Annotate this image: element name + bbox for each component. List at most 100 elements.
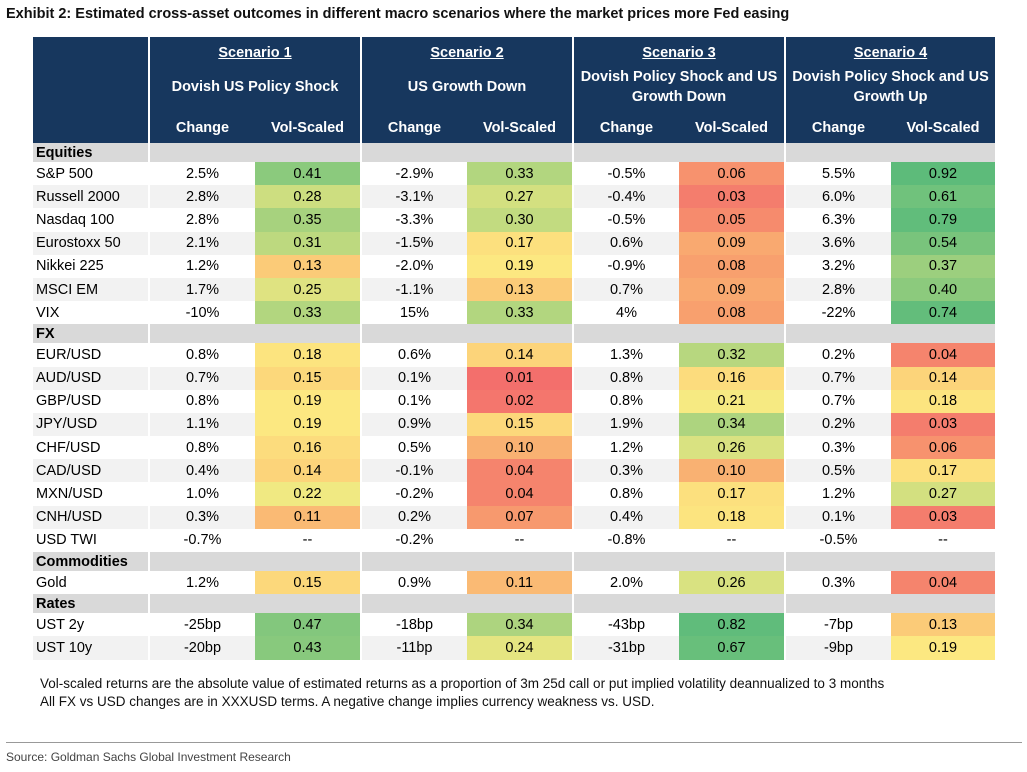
- vol-scaled-cell: 0.13: [255, 254, 361, 278]
- section-band-cell: [572, 143, 679, 162]
- change-cell: 0.7%: [784, 389, 891, 413]
- vol-scaled-cell: 0.02: [467, 389, 573, 413]
- change-cell: -3.1%: [360, 185, 467, 209]
- change-cell: 0.5%: [360, 436, 467, 460]
- change-cell: 0.5%: [784, 459, 891, 483]
- change-cell: -22%: [784, 301, 891, 325]
- section-label: Commodities: [33, 552, 149, 571]
- change-cell: 1.9%: [572, 412, 679, 437]
- vol-scaled-header: Vol-Scaled: [891, 113, 995, 143]
- section-band-cell: [467, 552, 573, 571]
- section-label: Rates: [33, 594, 149, 614]
- change-cell: 1.1%: [148, 412, 255, 437]
- section-band-cell: [891, 324, 995, 344]
- table-row: CAD/USD 0.4% 0.14 -0.1% 0.04 0.3% 0.10 0.5% 0.17: [33, 459, 995, 483]
- section-band-cell: [572, 594, 679, 614]
- vol-scaled-cell: 0.17: [467, 231, 573, 255]
- change-cell: 0.1%: [360, 366, 467, 390]
- section-band-cell: [148, 143, 255, 162]
- change-cell: -31bp: [572, 636, 679, 660]
- change-cell: 0.7%: [148, 366, 255, 390]
- vol-scaled-cell: 0.19: [467, 254, 573, 278]
- change-cell: 4%: [572, 301, 679, 325]
- vol-scaled-cell: --: [891, 528, 995, 552]
- table-row: Russell 2000 2.8% 0.28 -3.1% 0.27 -0.4% 0.03 6.…: [33, 185, 995, 209]
- row-label: Eurostoxx 50: [33, 231, 149, 255]
- vol-scaled-cell: 0.04: [891, 343, 995, 367]
- table-row: Gold 1.2% 0.15 0.9% 0.11 2.0% 0.26 0.3% 0.04: [33, 571, 995, 595]
- section-band-cell: [467, 594, 573, 614]
- change-cell: -43bp: [572, 613, 679, 637]
- change-cell: 1.2%: [148, 571, 255, 595]
- vol-scaled-cell: 0.01: [467, 366, 573, 390]
- vol-scaled-cell: 0.34: [679, 412, 785, 437]
- change-cell: -0.5%: [784, 528, 891, 552]
- change-cell: 2.8%: [148, 208, 255, 232]
- table-row: Nikkei 225 1.2% 0.13 -2.0% 0.19 -0.9% 0.08 3.2%…: [33, 254, 995, 278]
- vol-scaled-cell: 0.15: [255, 366, 361, 390]
- vol-scaled-cell: 0.03: [679, 185, 785, 209]
- table-row: VIX -10% 0.33 15% 0.33 4% 0.08 -22% 0.74: [33, 301, 995, 325]
- vol-scaled-cell: 0.61: [891, 185, 995, 209]
- vol-scaled-cell: 0.04: [467, 459, 573, 483]
- change-cell: 0.1%: [784, 505, 891, 529]
- change-cell: -20bp: [148, 636, 255, 660]
- footnote-vol-scaled: Vol-scaled returns are the absolute valu…: [40, 676, 885, 691]
- vol-scaled-cell: 0.11: [467, 571, 573, 595]
- vol-scaled-cell: --: [679, 528, 785, 552]
- table-row: GBP/USD 0.8% 0.19 0.1% 0.02 0.8% 0.21 0.7% 0.18: [33, 389, 995, 413]
- vol-scaled-cell: 0.82: [679, 613, 785, 637]
- change-cell: -0.4%: [572, 185, 679, 209]
- vol-scaled-cell: 0.09: [679, 231, 785, 255]
- vol-scaled-cell: 0.24: [467, 636, 573, 660]
- vol-scaled-cell: 0.08: [679, 301, 785, 325]
- section-band-cell: [891, 143, 995, 162]
- vol-scaled-cell: 0.14: [467, 343, 573, 367]
- section-band-cell: [360, 552, 467, 571]
- section-header: Commodities: [33, 552, 995, 571]
- change-cell: 0.3%: [572, 459, 679, 483]
- section-band-cell: [784, 552, 891, 571]
- change-cell: 0.8%: [148, 343, 255, 367]
- change-cell: 0.9%: [360, 412, 467, 437]
- vol-scaled-cell: 0.04: [467, 482, 573, 506]
- change-cell: 6.3%: [784, 208, 891, 232]
- vol-scaled-cell: 0.16: [679, 366, 785, 390]
- change-cell: -10%: [148, 301, 255, 325]
- change-cell: 0.7%: [572, 277, 679, 302]
- change-cell: 0.8%: [572, 366, 679, 390]
- change-cell: 2.5%: [148, 162, 255, 186]
- change-cell: 6.0%: [784, 185, 891, 209]
- table-row: AUD/USD 0.7% 0.15 0.1% 0.01 0.8% 0.16 0.7% 0.14: [33, 366, 995, 390]
- vol-scaled-cell: 0.18: [679, 505, 785, 529]
- scenario-2-name: US Growth Down: [360, 61, 573, 113]
- change-cell: 1.0%: [148, 482, 255, 506]
- table-row: CNH/USD 0.3% 0.11 0.2% 0.07 0.4% 0.18 0.1% 0.03: [33, 505, 995, 529]
- scenario-1-name: Dovish US Policy Shock: [148, 61, 361, 113]
- vol-scaled-cell: 0.04: [891, 571, 995, 595]
- vol-scaled-cell: 0.27: [467, 185, 573, 209]
- vol-scaled-cell: --: [255, 528, 361, 552]
- section-header: FX: [33, 324, 995, 344]
- section-band-cell: [784, 324, 891, 344]
- vol-scaled-cell: 0.19: [255, 389, 361, 413]
- vol-scaled-cell: 0.17: [679, 482, 785, 506]
- change-cell: -11bp: [360, 636, 467, 660]
- footnote-fx: All FX vs USD changes are in XXXUSD term…: [40, 694, 655, 709]
- row-label: CNH/USD: [33, 505, 149, 529]
- scenario-2-label: Scenario 2: [360, 37, 573, 61]
- section-band-cell: [679, 552, 785, 571]
- section-band-cell: [679, 324, 785, 344]
- vol-scaled-cell: 0.10: [679, 459, 785, 483]
- source-note: Source: Goldman Sachs Global Investment …: [6, 750, 291, 764]
- vol-scaled-cell: 0.28: [255, 185, 361, 209]
- vol-scaled-header: Vol-Scaled: [255, 113, 361, 143]
- change-cell: -1.1%: [360, 277, 467, 302]
- vol-scaled-cell: 0.37: [891, 254, 995, 278]
- change-cell: 0.9%: [360, 571, 467, 595]
- change-header: Change: [572, 113, 679, 143]
- vol-scaled-cell: 0.13: [891, 613, 995, 637]
- change-cell: -2.9%: [360, 162, 467, 186]
- vol-scaled-header: Vol-Scaled: [467, 113, 573, 143]
- vol-scaled-cell: 0.21: [679, 389, 785, 413]
